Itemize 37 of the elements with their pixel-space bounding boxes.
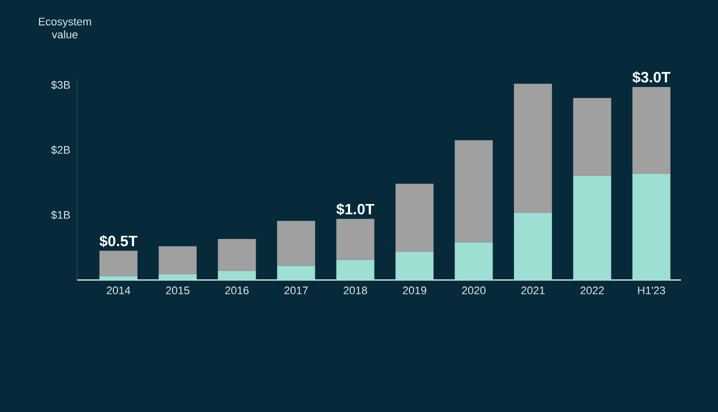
x-tick-label: 2018 [344, 286, 368, 294]
bar [454, 242, 493, 280]
bar [454, 140, 493, 242]
y-tick-label: $2B [51, 146, 70, 154]
bar [277, 220, 316, 266]
bar [99, 276, 138, 280]
annotation: $3.0T [632, 71, 670, 84]
bar [99, 250, 138, 276]
y-axis-title: Ecosystem value [39, 18, 91, 38]
bar [218, 270, 256, 280]
bar [632, 86, 670, 174]
bar [514, 84, 552, 214]
bar [336, 260, 374, 280]
annotation: $1.0T [336, 203, 374, 216]
bar [632, 174, 670, 280]
bar [336, 218, 374, 260]
bar [396, 184, 434, 252]
bar [573, 176, 612, 280]
bar [396, 252, 434, 280]
x-tick-label: 2014 [106, 286, 130, 294]
x-tick-label: 2017 [284, 286, 308, 294]
x-tick-label: 2019 [402, 286, 426, 294]
y-tick-label: $3B [51, 80, 70, 90]
bar [158, 246, 197, 274]
bar [218, 239, 256, 271]
bar [158, 274, 197, 280]
x-tick-label: 2015 [166, 286, 190, 294]
bar [277, 266, 316, 280]
x-tick-label: 2020 [462, 286, 486, 294]
bar [573, 98, 612, 176]
annotation: $0.5T [100, 235, 138, 248]
x-tick-label: 2016 [225, 286, 249, 294]
bar [514, 213, 552, 280]
x-tick-label: 2022 [580, 286, 604, 294]
y-tick-label: $1B [51, 210, 70, 220]
x-tick-label: H1'23 [638, 286, 666, 294]
x-tick-label: 2021 [521, 286, 545, 294]
